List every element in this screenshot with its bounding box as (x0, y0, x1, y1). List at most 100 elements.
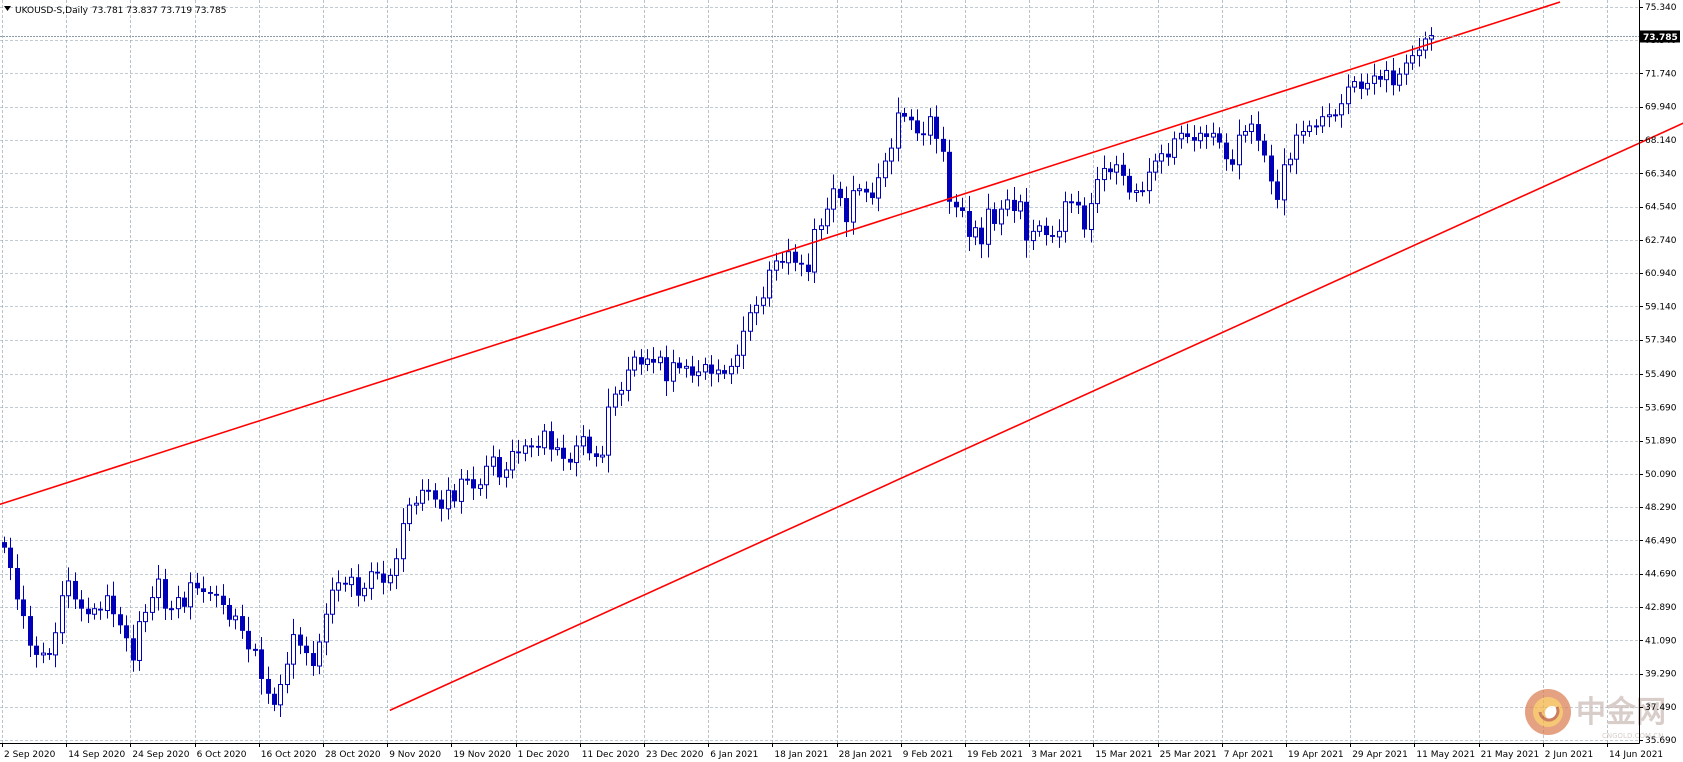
candle (1352, 76, 1357, 93)
x-tick-label: 7 Apr 2021 (1224, 750, 1274, 760)
candle (201, 576, 206, 603)
candle (1089, 192, 1094, 243)
x-tick-label: 2 Jun 2021 (1545, 750, 1593, 760)
candle (1114, 155, 1119, 185)
candle (1005, 189, 1010, 217)
candle (1076, 191, 1081, 214)
candle (549, 421, 554, 462)
x-tick-label: 25 Mar 2021 (1160, 750, 1217, 760)
price-tag-label: 73.785 (1643, 33, 1678, 43)
candles (2, 27, 1434, 717)
y-tick-label: 42.890 (1645, 603, 1677, 613)
candle (278, 674, 283, 717)
current-price-tag: 73.785 (1640, 30, 1680, 43)
candle (574, 435, 579, 477)
candle (857, 183, 862, 196)
candle (188, 572, 193, 620)
candle (1179, 125, 1184, 149)
candle (979, 217, 984, 259)
candle (1166, 142, 1171, 166)
candle (343, 576, 348, 592)
candle (401, 508, 406, 572)
candle (986, 193, 991, 258)
candle (606, 388, 611, 473)
candle (870, 182, 875, 205)
candle (645, 349, 650, 372)
candle (375, 562, 380, 580)
candle (581, 425, 586, 456)
candle (626, 356, 631, 402)
candle (1269, 144, 1274, 195)
candle (414, 496, 419, 515)
candle (748, 304, 753, 341)
candle (304, 636, 309, 666)
x-tick-label: 15 Mar 2021 (1095, 750, 1152, 760)
candle (336, 570, 341, 602)
candle (362, 582, 367, 602)
candle (1230, 149, 1235, 172)
candle (291, 618, 296, 679)
candle (471, 466, 476, 501)
dropdown-triangle-icon[interactable] (4, 6, 11, 11)
candle (131, 624, 136, 672)
candle (954, 194, 959, 218)
y-tick-label: 71.740 (1645, 69, 1677, 79)
candle (1372, 63, 1377, 95)
candle (1211, 122, 1216, 146)
candle (561, 434, 566, 471)
candle (1044, 217, 1049, 246)
candle (349, 568, 354, 598)
candle (86, 597, 91, 624)
trend-channel (0, 1, 1683, 712)
candle (1365, 73, 1370, 96)
candle (587, 429, 592, 461)
candle (786, 238, 791, 275)
candle (156, 565, 161, 611)
time-axis[interactable]: 2 Sep 2020 14 Sep 2020 24 Sep 2020 6 Oct 20… (2, 743, 1664, 760)
x-tick-label: 19 Nov 2020 (453, 750, 511, 760)
candle (651, 347, 656, 374)
candle (664, 345, 669, 397)
y-tick-label: 60.940 (1645, 269, 1677, 279)
candle (420, 479, 425, 511)
candle (433, 483, 438, 508)
candle (960, 197, 965, 218)
ohlc-values: 73.781 73.837 73.719 73.785 (92, 6, 227, 16)
y-tick-label: 51.890 (1645, 437, 1677, 447)
candle (806, 253, 811, 282)
candle (452, 484, 457, 508)
candle (928, 108, 933, 145)
candle (1314, 119, 1319, 135)
candle (844, 186, 849, 237)
candle (60, 581, 65, 645)
trend-line-upper[interactable] (0, 1, 1561, 506)
x-tick-label: 16 Oct 2020 (261, 750, 317, 760)
candle (529, 437, 534, 458)
candle (1294, 123, 1299, 175)
candle (973, 220, 978, 246)
y-tick-label: 48.290 (1645, 503, 1677, 513)
y-tick-label: 37.490 (1645, 703, 1677, 713)
candle (47, 648, 52, 660)
price-axis[interactable]: 75.34073.54071.74069.94068.14066.34064.5… (1639, 3, 1677, 746)
candle (600, 445, 605, 464)
candle (266, 666, 271, 704)
y-tick-label: 50.090 (1645, 470, 1677, 480)
candle (1018, 194, 1023, 220)
watermark-sub-text: CNGOLD.COM.CN (1602, 732, 1663, 740)
candle (516, 439, 521, 464)
candle (369, 562, 374, 600)
x-tick-label: 1 Dec 2020 (518, 750, 570, 760)
candle (555, 438, 560, 456)
trend-line-lower[interactable] (389, 39, 1683, 712)
candle (105, 584, 110, 619)
candle (1301, 120, 1306, 144)
price-tag-box (1640, 30, 1680, 43)
candle (1012, 186, 1017, 223)
candle (169, 600, 174, 620)
candle (73, 572, 78, 610)
y-tick-label: 53.690 (1645, 403, 1677, 413)
candle (285, 652, 290, 694)
candle (150, 586, 155, 621)
